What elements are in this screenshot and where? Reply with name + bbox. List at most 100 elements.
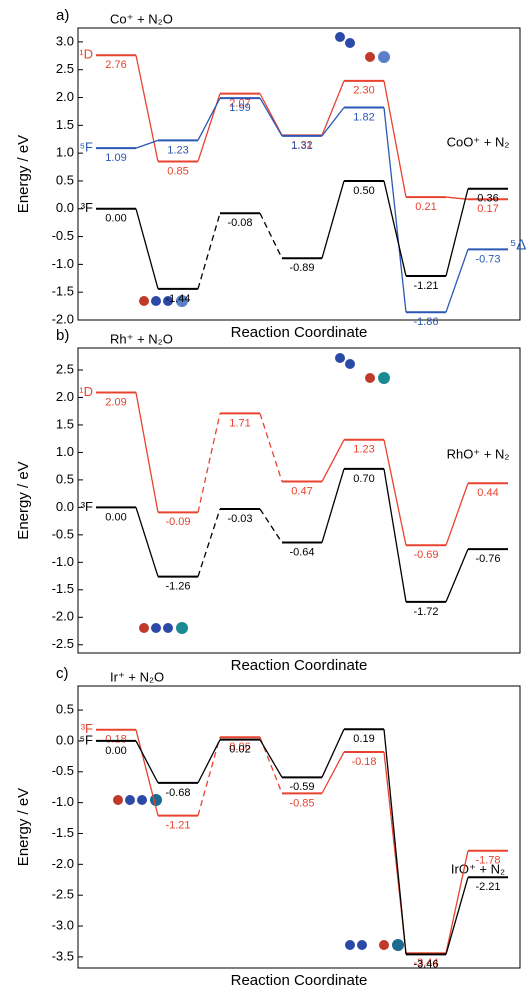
y-tick-label: -1.5 [52, 284, 74, 299]
y-tick-label: 0.0 [56, 499, 74, 514]
value-label: -0.69 [413, 549, 438, 561]
y-tick-label: 1.0 [56, 145, 74, 160]
connector [197, 97, 221, 141]
y-tick-label: 0.5 [56, 172, 74, 187]
state-label: ³F [81, 721, 93, 736]
connector [135, 208, 159, 290]
y-tick-label: 2.0 [56, 389, 74, 404]
plot-frame [77, 347, 521, 654]
connector [383, 80, 407, 198]
value-label: 0.19 [353, 733, 374, 745]
value-label: -1.44 [165, 293, 190, 305]
connector [445, 548, 469, 603]
connector [135, 729, 159, 816]
value-label: -0.89 [289, 262, 314, 274]
value-label: 0.00 [105, 213, 126, 225]
y-tick-label: 0.5 [56, 702, 74, 717]
connector [135, 392, 159, 513]
y-tick-label: 3.0 [56, 33, 74, 48]
state-label: ⁵F [80, 140, 93, 155]
value-label: -3.46 [413, 958, 438, 970]
connector [445, 482, 469, 546]
value-label: 0.85 [167, 165, 188, 177]
value-label: -0.64 [289, 546, 314, 558]
connector [259, 97, 283, 137]
product-label: CoO⁺ + N₂ [447, 134, 510, 149]
value-label: 0.17 [477, 203, 498, 215]
value-label: 0.06 [229, 741, 250, 753]
value-label: -0.85 [289, 797, 314, 809]
value-label: 0.47 [291, 485, 312, 497]
value-label: 0.70 [353, 473, 374, 485]
connector [135, 507, 159, 577]
value-label: -2.21 [475, 881, 500, 893]
connector [259, 739, 283, 778]
y-tick-label: 2.5 [56, 61, 74, 76]
connector [383, 107, 407, 313]
value-label: -1.26 [165, 581, 190, 593]
y-tick-label: -2.5 [52, 636, 74, 651]
value-label: 0.21 [415, 201, 436, 213]
value-label: 1.82 [353, 111, 374, 123]
y-tick-label: 0.0 [56, 200, 74, 215]
value-label: 0.02 [229, 744, 250, 756]
connector [321, 751, 345, 794]
y-tick-label: -2.5 [52, 887, 74, 902]
value-label: -1.78 [475, 855, 500, 867]
y-axis-label: Energy / eV [15, 461, 32, 539]
y-tick-label: -2.0 [52, 311, 74, 326]
value-label: 1.23 [353, 444, 374, 456]
y-tick-label: -0.5 [52, 763, 74, 778]
y-axis-label: Energy / eV [15, 135, 32, 213]
y-axis-label: Energy / eV [15, 788, 32, 866]
reactant-label: Co⁺ + N₂O [110, 11, 173, 26]
connector [321, 107, 345, 137]
connector [321, 439, 345, 482]
y-tick-label: -2.0 [52, 609, 74, 624]
plot-frame [77, 27, 521, 321]
value-label: 0.00 [105, 511, 126, 523]
connector [445, 850, 469, 954]
y-tick-label: -1.0 [52, 256, 74, 271]
y-tick-label: 1.0 [56, 444, 74, 459]
y-tick-label: 2.5 [56, 361, 74, 376]
connector [383, 729, 407, 955]
value-label: -0.68 [165, 787, 190, 799]
y-tick-label: -1.0 [52, 794, 74, 809]
state-end-label: ⁵Δ [510, 236, 526, 253]
state-label: ³F [81, 200, 93, 215]
value-label: -0.59 [289, 781, 314, 793]
y-tick-label: -3.5 [52, 948, 74, 963]
connector [383, 180, 407, 277]
value-label: 2.76 [105, 59, 126, 71]
connector [259, 212, 283, 259]
connector [135, 55, 159, 162]
reactant-label: Rh⁺ + N₂O [110, 331, 173, 346]
y-tick-label: 1.5 [56, 117, 74, 132]
y-tick-label: -1.5 [52, 825, 74, 840]
panel-label: b) [56, 327, 69, 344]
value-label: 0.50 [353, 185, 374, 197]
connector [321, 728, 345, 778]
connector [383, 468, 407, 602]
value-label: 0.44 [477, 487, 498, 499]
connector [259, 508, 283, 543]
product-label: RhO⁺ + N₂ [447, 446, 510, 461]
value-label: -1.72 [413, 606, 438, 618]
connector [197, 737, 221, 816]
y-tick-label: -0.5 [52, 228, 74, 243]
state-label: ¹D [79, 47, 93, 62]
value-label: 1.32 [291, 139, 312, 151]
state-label: ¹D [79, 384, 93, 399]
value-label: 1.23 [167, 144, 188, 156]
state-label: ⁵F [80, 732, 93, 747]
value-label: -0.08 [227, 217, 252, 229]
y-tick-label: -1.0 [52, 554, 74, 569]
value-label: -3.44 [413, 957, 438, 969]
value-label: 1.71 [229, 417, 250, 429]
plot-frame [77, 685, 521, 969]
y-tick-label: -2.0 [52, 856, 74, 871]
x-axis-label: Reaction Coordinate [231, 324, 368, 341]
connector [135, 740, 159, 784]
